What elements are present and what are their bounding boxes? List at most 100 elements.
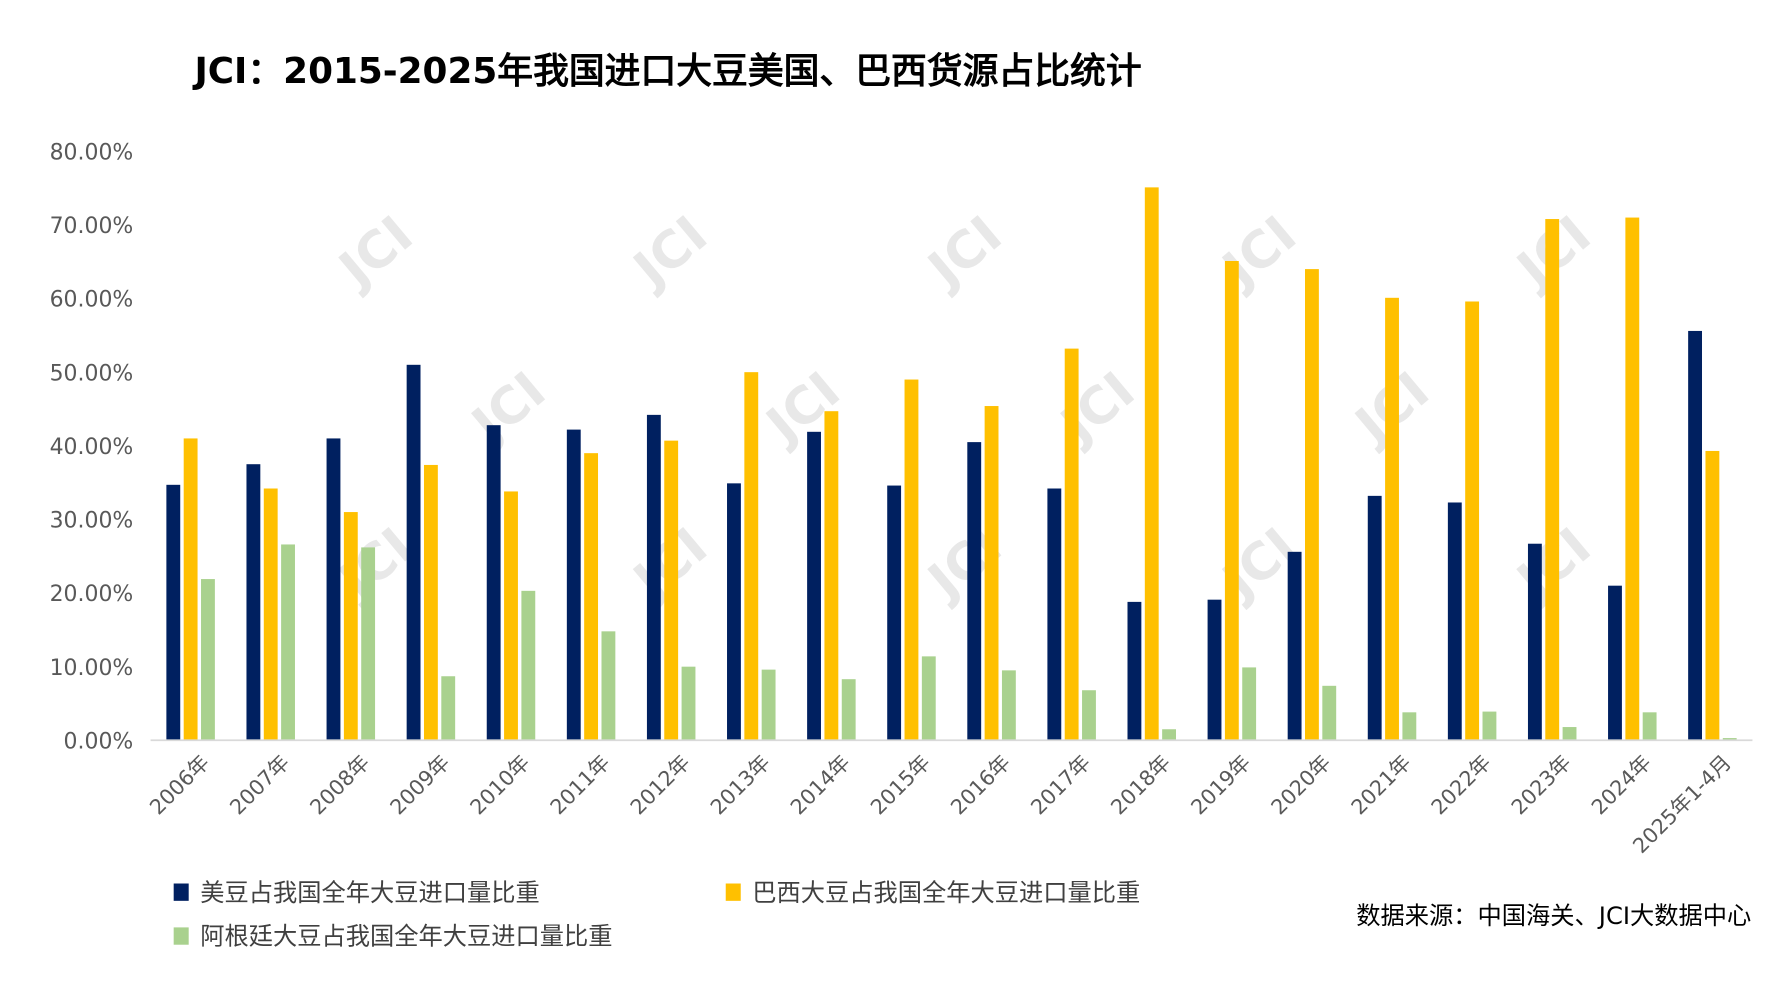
bar-group xyxy=(807,411,856,741)
bar-group xyxy=(1287,269,1337,741)
bar xyxy=(1127,601,1142,741)
y-tick-label: 60.00% xyxy=(50,288,134,313)
bar xyxy=(441,676,456,741)
bar xyxy=(566,429,581,741)
x-tick-label: 2010年 xyxy=(465,750,534,819)
legend-item-us: 美豆占我国全年大豆进口量比重 xyxy=(173,878,540,907)
x-tick-label: 2007年 xyxy=(225,750,294,819)
bar-group xyxy=(406,364,456,741)
legend-item-argentina: 阿根廷大豆占我国全年大豆进口量比重 xyxy=(173,922,613,951)
legend-label: 巴西大豆占我国全年大豆进口量比重 xyxy=(752,878,1140,907)
bar-group xyxy=(166,438,215,741)
bar xyxy=(904,379,919,741)
bar xyxy=(967,442,982,741)
bar xyxy=(1527,543,1542,741)
x-axis: 2006年 2007年 2008年 2009年 2010年 2011年 2012年 2013年… xyxy=(145,750,1736,858)
bar xyxy=(1482,711,1497,741)
bar xyxy=(1722,738,1737,741)
y-tick-label: 40.00% xyxy=(50,435,134,460)
bar-group xyxy=(246,464,295,741)
x-tick-label: 2022年 xyxy=(1427,750,1496,819)
bar xyxy=(1642,712,1657,741)
bar xyxy=(201,579,215,741)
x-tick-label: 2013年 xyxy=(706,750,775,819)
watermark-logo: JCI xyxy=(1209,204,1307,299)
watermark-logo: JCI xyxy=(459,360,557,455)
bar xyxy=(263,488,278,741)
bar-group xyxy=(486,425,536,741)
y-tick-label: 70.00% xyxy=(50,214,134,239)
bar xyxy=(1545,219,1560,741)
x-tick-label: 2024年 xyxy=(1587,750,1656,819)
bar xyxy=(326,438,341,741)
watermark-logo: JCI xyxy=(915,204,1013,299)
bar xyxy=(1688,330,1703,741)
bar-group xyxy=(1207,260,1257,741)
bar xyxy=(246,464,261,741)
watermark-logo: JCI xyxy=(620,204,718,299)
bar xyxy=(1705,450,1720,741)
bar xyxy=(727,483,741,741)
x-tick-label: 2016年 xyxy=(946,750,1015,819)
y-tick-label: 30.00% xyxy=(50,509,134,534)
bar xyxy=(1447,502,1462,741)
bar xyxy=(664,440,679,741)
bar xyxy=(1287,551,1302,741)
bar-group xyxy=(1527,219,1577,741)
bar xyxy=(584,453,599,741)
bar xyxy=(1047,488,1062,741)
bar-group xyxy=(887,379,936,741)
legend-swatch xyxy=(173,883,189,901)
y-axis: 0.00% 10.00% 20.00% 30.00% 40.00% 50.00% 60.00… xyxy=(50,140,134,754)
legend: 美豆占我国全年大豆进口量比重 巴西大豆占我国全年大豆进口量比重 阿根廷大豆占我国… xyxy=(173,878,1140,951)
bar xyxy=(1082,690,1096,741)
bar xyxy=(1144,187,1159,741)
bar xyxy=(601,631,616,741)
bar-group xyxy=(1047,348,1096,741)
bar-group xyxy=(646,414,696,741)
y-tick-label: 0.00% xyxy=(64,729,134,754)
bar xyxy=(841,679,856,741)
bar xyxy=(1001,670,1016,741)
bar xyxy=(423,464,438,741)
bar xyxy=(166,484,181,741)
bar-group xyxy=(1367,297,1417,741)
bar xyxy=(681,666,696,741)
bar-group xyxy=(1608,217,1657,741)
bar-group xyxy=(1447,301,1497,741)
bar xyxy=(1322,685,1337,741)
bar xyxy=(1305,269,1319,741)
bar xyxy=(1242,667,1257,741)
legend-item-brazil: 巴西大豆占我国全年大豆进口量比重 xyxy=(725,878,1140,907)
x-tick-label: 2011年 xyxy=(546,750,615,819)
bar xyxy=(761,669,776,741)
bar xyxy=(281,544,295,741)
bar xyxy=(361,547,376,741)
bar xyxy=(1162,729,1176,741)
x-tick-label: 2008年 xyxy=(305,750,374,819)
bar xyxy=(521,590,536,741)
bar-group xyxy=(566,429,616,741)
chart-title: JCI：2015-2025年我国进口大豆美国、巴西货源占比统计 xyxy=(191,51,1141,92)
x-tick-label: 2009年 xyxy=(385,750,454,819)
bar xyxy=(744,372,759,741)
bar-group xyxy=(727,372,776,741)
bar xyxy=(486,425,501,741)
bar xyxy=(1207,599,1222,741)
bar xyxy=(1402,712,1417,741)
bar-group xyxy=(1688,330,1737,741)
legend-label: 阿根廷大豆占我国全年大豆进口量比重 xyxy=(200,922,612,951)
watermark-logo: JCI xyxy=(1048,360,1146,455)
bar-group xyxy=(967,406,1016,741)
x-tick-label: 2006年 xyxy=(145,750,214,819)
bar xyxy=(807,431,821,741)
bar xyxy=(646,414,661,741)
bar xyxy=(984,406,999,741)
bars xyxy=(166,187,1737,741)
y-tick-label: 50.00% xyxy=(50,361,134,386)
x-tick-label: 2018年 xyxy=(1106,750,1175,819)
x-tick-label: 2023年 xyxy=(1507,750,1576,819)
bar xyxy=(343,512,358,741)
bar xyxy=(887,485,902,741)
